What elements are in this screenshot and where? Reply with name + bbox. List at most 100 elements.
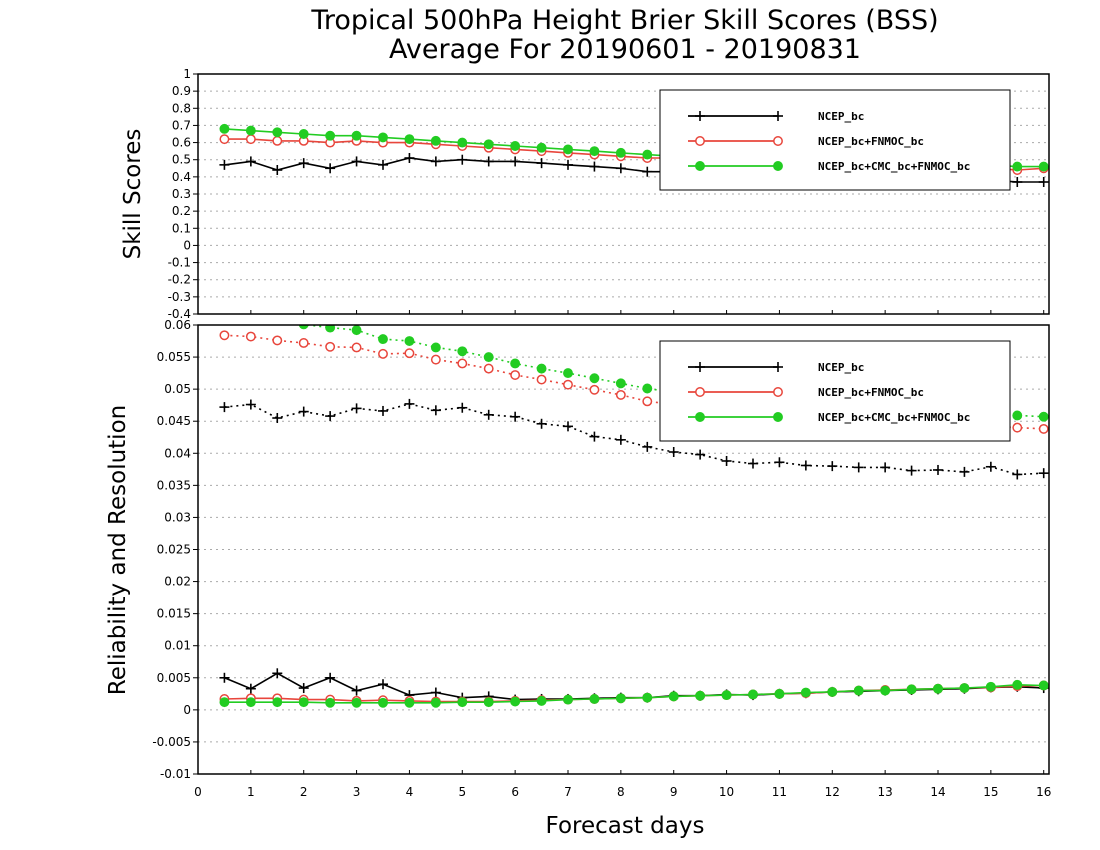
data-point xyxy=(1038,423,1049,434)
data-point xyxy=(457,154,468,165)
data-point xyxy=(510,370,521,380)
y-tick-label: 0.9 xyxy=(172,84,191,98)
x-tick-label: 3 xyxy=(353,785,361,799)
x-tick-label: 9 xyxy=(670,785,678,799)
x-tick-label: 12 xyxy=(825,785,840,799)
data-point xyxy=(298,325,309,330)
data-point xyxy=(272,165,283,175)
x-tick-label: 2 xyxy=(300,785,308,799)
data-point xyxy=(985,461,996,472)
data-point xyxy=(642,166,653,177)
data-point xyxy=(325,163,336,174)
data-point xyxy=(563,421,573,432)
data-point xyxy=(536,363,547,374)
data-point xyxy=(245,399,256,410)
y-tick-label: -0.1 xyxy=(168,256,191,270)
data-point xyxy=(906,465,917,476)
data-point xyxy=(404,336,415,346)
x-axis: 0 1 2 3 4 5 6 7 8 9 10 11 12 13 14 15 16 xyxy=(194,785,1051,799)
legend-marker xyxy=(773,387,783,397)
data-point xyxy=(510,156,521,167)
y-tick-label: 0.045 xyxy=(157,414,191,428)
data-point xyxy=(615,163,626,174)
legend-item: NCEP_bc+CMC_bc+FNMOC_bc xyxy=(688,160,970,173)
data-point xyxy=(589,384,600,395)
data-point xyxy=(1038,161,1049,172)
data-point xyxy=(642,441,653,452)
data-point xyxy=(615,378,626,389)
data-point xyxy=(642,396,653,407)
data-point xyxy=(404,134,415,145)
x-tick-label: 1 xyxy=(247,785,255,799)
data-point xyxy=(325,411,336,422)
data-point xyxy=(457,358,468,369)
y-tick-label: 0.6 xyxy=(172,136,191,150)
data-point xyxy=(457,346,468,357)
data-point xyxy=(483,139,494,150)
legend-item: NCEP_bc+FNMOC_bc xyxy=(688,386,924,399)
legend-marker xyxy=(695,161,705,171)
x-tick-label: 15 xyxy=(983,785,998,799)
legend-marker xyxy=(695,111,705,121)
data-point xyxy=(430,687,441,698)
data-point xyxy=(748,458,758,469)
data-point xyxy=(351,130,362,141)
y-tick-label: 0 xyxy=(183,238,191,252)
data-point xyxy=(589,373,600,384)
legend-item: NCEP_bc xyxy=(688,361,864,374)
data-point xyxy=(563,144,573,155)
data-point xyxy=(325,130,336,141)
data-point xyxy=(351,342,362,353)
x-axis-title: Forecast days xyxy=(546,813,705,839)
data-point xyxy=(219,330,230,341)
y-tick-label: -0.4 xyxy=(168,307,191,321)
legend: NCEP_bc NCEP_bc+FNMOC_bc NCEP_bc+CMC_bc+FN… xyxy=(659,340,1011,442)
data-point xyxy=(536,695,547,706)
data-point xyxy=(219,697,230,708)
series-line-ncep-bc-reliability xyxy=(224,672,1044,701)
data-point xyxy=(800,460,811,471)
data-point xyxy=(272,413,283,424)
legend-label: NCEP_bc xyxy=(818,110,864,123)
y-tick-label: 0.2 xyxy=(172,204,191,218)
data-point xyxy=(298,158,309,169)
data-point xyxy=(774,457,785,468)
data-point xyxy=(721,455,732,466)
legend-marker xyxy=(695,387,705,397)
y-tick-label: 0.7 xyxy=(172,118,191,132)
data-point xyxy=(959,683,970,693)
data-point xyxy=(721,690,732,701)
data-point xyxy=(457,402,468,413)
data-point xyxy=(272,135,283,146)
legend-label: NCEP_bc+FNMOC_bc xyxy=(818,386,924,399)
data-point xyxy=(510,411,521,422)
legend-marker xyxy=(773,161,783,171)
data-point xyxy=(430,135,441,146)
y-tick-label: -0.3 xyxy=(168,290,191,304)
data-point xyxy=(404,153,415,163)
plot-frame xyxy=(197,73,1050,315)
data-point xyxy=(245,697,256,708)
data-point xyxy=(827,461,838,472)
data-point xyxy=(589,146,600,157)
y-tick-label: 0 xyxy=(183,703,191,717)
data-point xyxy=(219,123,230,134)
data-point xyxy=(880,462,891,473)
data-point xyxy=(1012,410,1023,421)
data-point xyxy=(430,354,441,365)
data-point xyxy=(245,134,256,145)
y-tick-label: 0.005 xyxy=(157,671,191,685)
data-point xyxy=(378,348,388,359)
legend-marker xyxy=(695,136,705,146)
legend-marker xyxy=(773,362,783,372)
x-tick-label: 6 xyxy=(511,785,519,799)
x-tick-label: 14 xyxy=(930,785,945,799)
legend-item: NCEP_bc+FNMOC_bc xyxy=(688,135,924,148)
data-point xyxy=(483,697,494,708)
data-point xyxy=(668,447,679,458)
data-point xyxy=(589,161,600,172)
y-tick-label: 0.05 xyxy=(164,382,191,396)
data-point xyxy=(615,693,626,704)
chart-subtitle: Average For 20190601 - 20190831 xyxy=(389,34,861,65)
